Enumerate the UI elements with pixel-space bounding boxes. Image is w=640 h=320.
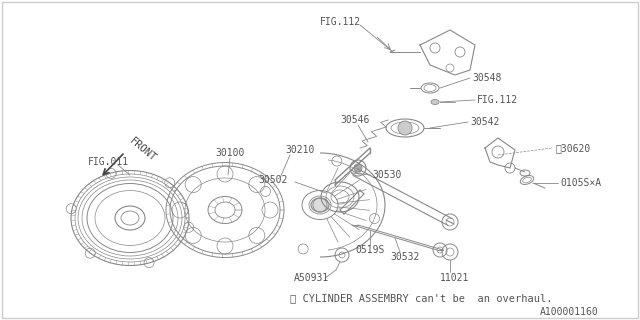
Text: FRONT: FRONT — [128, 136, 158, 164]
Ellipse shape — [311, 198, 329, 212]
Circle shape — [354, 164, 362, 172]
Text: FIG.011: FIG.011 — [88, 157, 129, 167]
Text: ※ CYLINDER ASSEMBRY can't be  an overhaul.: ※ CYLINDER ASSEMBRY can't be an overhaul… — [290, 293, 552, 303]
Text: 30502: 30502 — [258, 175, 287, 185]
Circle shape — [398, 121, 412, 135]
Text: FIG.112: FIG.112 — [320, 17, 361, 27]
Text: ※30620: ※30620 — [555, 143, 590, 153]
Polygon shape — [420, 30, 475, 75]
Text: 0519S: 0519S — [355, 245, 385, 255]
Text: 30210: 30210 — [285, 145, 314, 155]
Polygon shape — [485, 138, 515, 168]
Text: 30548: 30548 — [472, 73, 501, 83]
Text: 30532: 30532 — [390, 252, 419, 262]
Text: 30100: 30100 — [215, 148, 244, 158]
Text: A50931: A50931 — [294, 273, 329, 283]
Text: 0105S×A: 0105S×A — [560, 178, 601, 188]
Text: 11021: 11021 — [440, 273, 469, 283]
Text: 30546: 30546 — [340, 115, 369, 125]
Text: A100001160: A100001160 — [540, 307, 599, 317]
Text: 30542: 30542 — [470, 117, 499, 127]
Text: FIG.112: FIG.112 — [477, 95, 518, 105]
Text: 30530: 30530 — [372, 170, 401, 180]
Ellipse shape — [431, 100, 439, 105]
